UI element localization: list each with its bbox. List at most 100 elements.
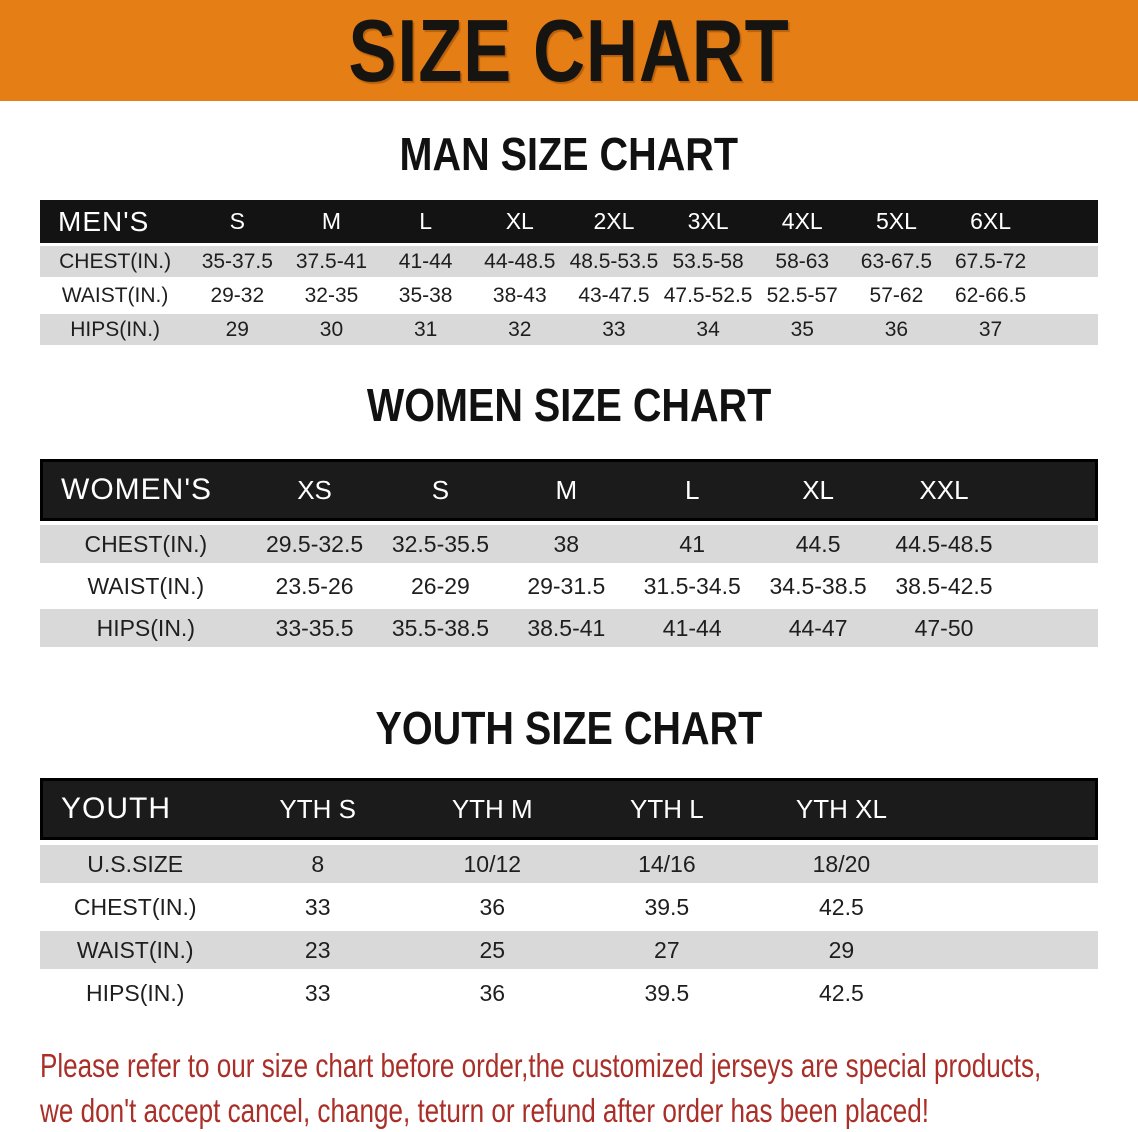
table-row: CHEST(IN.) 33 36 39.5 42.5 xyxy=(40,888,1098,926)
size-value-cell: 29 xyxy=(754,931,929,969)
size-column-header: M xyxy=(284,200,379,243)
size-value-cell: 52.5-57 xyxy=(755,280,850,311)
size-value-cell: 41-44 xyxy=(629,609,756,647)
size-value-cell: 8 xyxy=(230,845,405,883)
header-spacer xyxy=(1037,200,1098,243)
size-column-header: M xyxy=(503,459,630,521)
row-label: WAIST(IN.) xyxy=(40,280,191,311)
size-value-cell: 32 xyxy=(472,314,567,345)
size-column-header: YTH S xyxy=(230,778,405,840)
table-row: HIPS(IN.) 29 30 31 32 33 34 35 36 37 xyxy=(40,314,1098,345)
size-value-cell: 18/20 xyxy=(754,845,929,883)
size-column-header: YTH XL xyxy=(754,778,929,840)
table-title-label: YOUTH xyxy=(40,778,231,840)
women-section-heading: WOMEN SIZE CHART xyxy=(366,379,772,431)
size-value-cell: 32.5-35.5 xyxy=(377,525,504,563)
size-header-row: WOMEN'S XS S M L XL XXL xyxy=(40,459,1098,521)
size-header-row: MEN'S S M L XL 2XL 3XL 4XL 5XL 6XL xyxy=(40,200,1098,243)
row-label: CHEST(IN.) xyxy=(40,888,231,926)
size-value-cell: 25 xyxy=(405,931,580,969)
youth-size-section: YOUTH SIZE CHART YOUTH YTH S YTH M YTH L YTH… xyxy=(0,703,1138,1017)
size-value-cell: 47-50 xyxy=(881,609,1007,647)
size-value-cell: 37.5-41 xyxy=(284,246,379,277)
size-value-cell: 35.5-38.5 xyxy=(377,609,504,647)
table-row: WAIST(IN.) 29-32 32-35 35-38 38-43 43-47.5 47.… xyxy=(40,280,1098,311)
table-row: WAIST(IN.) 23.5-26 26-29 29-31.5 31.5-34.5 34… xyxy=(40,567,1098,605)
size-value-cell: 23.5-26 xyxy=(251,567,378,605)
men-section-heading: MAN SIZE CHART xyxy=(399,128,739,180)
size-column-header: 3XL xyxy=(661,200,756,243)
size-value-cell: 47.5-52.5 xyxy=(661,280,756,311)
table-title-label: MEN'S xyxy=(40,200,191,243)
row-label: CHEST(IN.) xyxy=(40,525,252,563)
table-row: WAIST(IN.) 23 25 27 29 xyxy=(40,931,1098,969)
row-label: HIPS(IN.) xyxy=(40,314,191,345)
banner: SIZE CHART xyxy=(0,0,1138,101)
size-column-header: YTH M xyxy=(405,778,580,840)
size-value-cell: 41-44 xyxy=(378,246,473,277)
size-value-cell: 14/16 xyxy=(579,845,755,883)
row-spacer xyxy=(1006,609,1098,647)
size-value-cell: 42.5 xyxy=(754,974,929,1012)
disclaimer-line-1: Please refer to our size chart before or… xyxy=(40,1047,1042,1084)
size-value-cell: 37 xyxy=(943,314,1038,345)
size-column-header: 5XL xyxy=(849,200,944,243)
row-spacer xyxy=(1006,525,1098,563)
size-column-header: XXL xyxy=(881,459,1007,521)
size-value-cell: 26-29 xyxy=(377,567,504,605)
size-value-cell: 23 xyxy=(230,931,405,969)
size-value-cell: 38.5-41 xyxy=(503,609,630,647)
men-size-section: MAN SIZE CHART MEN'S S M L XL 2XL 3XL 4XL 5XL 6XL… xyxy=(0,129,1138,348)
size-value-cell: 42.5 xyxy=(754,888,929,926)
row-spacer xyxy=(928,931,1098,969)
size-value-cell: 39.5 xyxy=(579,974,755,1012)
size-value-cell: 29-32 xyxy=(190,280,285,311)
size-value-cell: 27 xyxy=(579,931,755,969)
size-value-cell: 48.5-53.5 xyxy=(566,246,662,277)
size-value-cell: 58-63 xyxy=(755,246,850,277)
row-spacer xyxy=(1006,567,1098,605)
table-row: CHEST(IN.) 29.5-32.5 32.5-35.5 38 41 44.5 44.5… xyxy=(40,525,1098,563)
size-column-header: YTH L xyxy=(579,778,755,840)
size-value-cell: 33 xyxy=(230,888,405,926)
table-row: U.S.SIZE 8 10/12 14/16 18/20 xyxy=(40,845,1098,883)
size-column-header: XL xyxy=(472,200,567,243)
size-value-cell: 35-38 xyxy=(378,280,473,311)
size-column-header: L xyxy=(378,200,473,243)
size-value-cell: 62-66.5 xyxy=(943,280,1038,311)
size-value-cell: 10/12 xyxy=(405,845,580,883)
size-value-cell: 34.5-38.5 xyxy=(755,567,882,605)
header-spacer xyxy=(1006,459,1098,521)
size-value-cell: 41 xyxy=(629,525,756,563)
youth-size-table: YOUTH YTH S YTH M YTH L YTH XL U.S.SIZE 8 10/12… xyxy=(40,773,1098,1017)
disclaimer-line-2: we don't accept cancel, change, teturn o… xyxy=(40,1092,930,1129)
row-label: WAIST(IN.) xyxy=(40,931,231,969)
row-spacer xyxy=(1037,280,1098,311)
row-label: HIPS(IN.) xyxy=(40,974,231,1012)
women-size-section: WOMEN SIZE CHART WOMEN'S XS S M L XL XXL CHEST(… xyxy=(0,380,1138,651)
size-value-cell: 44.5-48.5 xyxy=(881,525,1007,563)
women-size-table: WOMEN'S XS S M L XL XXL CHEST(IN.) 29.5-32.5 32.5… xyxy=(40,455,1098,651)
men-size-table: MEN'S S M L XL 2XL 3XL 4XL 5XL 6XL CHEST(IN.) 35-37… xyxy=(40,197,1098,348)
size-value-cell: 35-37.5 xyxy=(190,246,285,277)
size-value-cell: 29.5-32.5 xyxy=(251,525,378,563)
size-value-cell: 34 xyxy=(661,314,756,345)
size-value-cell: 36 xyxy=(405,888,580,926)
size-value-cell: 67.5-72 xyxy=(943,246,1038,277)
size-value-cell: 31 xyxy=(378,314,473,345)
size-value-cell: 30 xyxy=(284,314,379,345)
size-value-cell: 36 xyxy=(405,974,580,1012)
size-value-cell: 33-35.5 xyxy=(251,609,378,647)
size-value-cell: 32-35 xyxy=(284,280,379,311)
size-column-header: S xyxy=(377,459,504,521)
size-column-header: L xyxy=(629,459,756,521)
table-row: HIPS(IN.) 33-35.5 35.5-38.5 38.5-41 41-44 44-… xyxy=(40,609,1098,647)
header-spacer xyxy=(928,778,1098,840)
size-column-header: 2XL xyxy=(566,200,662,243)
size-column-header: XL xyxy=(755,459,882,521)
size-value-cell: 43-47.5 xyxy=(566,280,662,311)
youth-section-heading: YOUTH SIZE CHART xyxy=(375,702,763,754)
table-row: HIPS(IN.) 33 36 39.5 42.5 xyxy=(40,974,1098,1012)
row-spacer xyxy=(1037,314,1098,345)
